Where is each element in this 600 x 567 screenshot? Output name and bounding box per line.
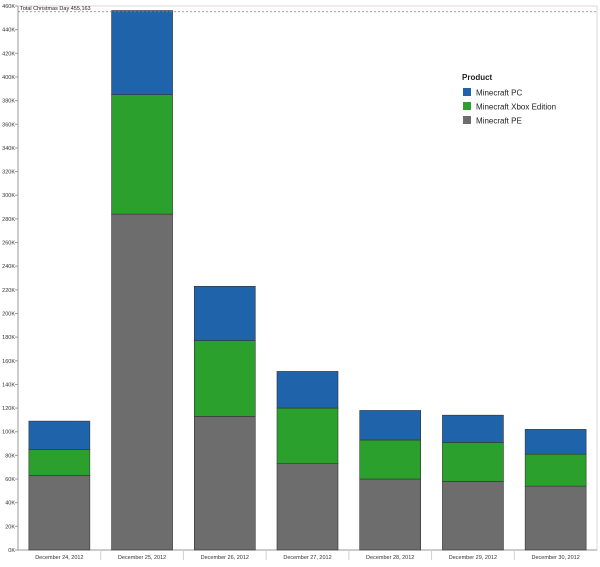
y-tick-label: 240K bbox=[2, 264, 15, 270]
reference-line-label: Total Christmas Day 455,163 bbox=[20, 6, 91, 12]
y-tick-label: 260K bbox=[2, 241, 15, 247]
bar-segment-minecraft-pc bbox=[359, 410, 422, 441]
y-tick-label: 80K bbox=[5, 453, 15, 459]
bar-segment-minecraft-xbox-edition bbox=[276, 407, 339, 464]
legend-label-minecraft-pc: Minecraft PC bbox=[476, 89, 522, 98]
y-tick-label: 280K bbox=[2, 217, 15, 223]
y-tick-label: 20K bbox=[5, 524, 15, 530]
y-tick-label: 120K bbox=[2, 406, 15, 412]
bar-segment-minecraft-pe bbox=[111, 213, 173, 551]
y-tick-label: 200K bbox=[2, 311, 15, 317]
y-tick-label: 100K bbox=[2, 430, 15, 436]
y-tick-label: 340K bbox=[2, 146, 15, 152]
y-tick-label: 300K bbox=[2, 193, 15, 199]
bar-segment-minecraft-xbox-edition bbox=[442, 442, 504, 482]
bar-segment-minecraft-xbox-edition bbox=[111, 94, 173, 215]
y-tick-label: 460K bbox=[2, 4, 15, 10]
bar-segment-minecraft-pe bbox=[193, 416, 256, 551]
legend-swatch-minecraft-xbox-edition bbox=[463, 102, 471, 110]
y-tick-label: 320K bbox=[2, 170, 15, 176]
bar-segment-minecraft-pc bbox=[28, 420, 91, 450]
y-tick-label: 360K bbox=[2, 122, 15, 128]
y-tick-label: 180K bbox=[2, 335, 15, 341]
bar-segment-minecraft-pc bbox=[276, 371, 339, 409]
legend-label-minecraft-xbox-edition: Minecraft Xbox Edition bbox=[476, 103, 556, 112]
legend-swatch-minecraft-pe bbox=[463, 116, 471, 124]
bar-segment-minecraft-pc bbox=[524, 429, 587, 455]
x-tick-label: December 29, 2012 bbox=[449, 555, 497, 561]
x-tick-label: December 30, 2012 bbox=[531, 555, 579, 561]
legend-label-minecraft-pe: Minecraft PE bbox=[476, 117, 522, 126]
x-tick-label: December 26, 2012 bbox=[201, 555, 249, 561]
x-tick-label: December 27, 2012 bbox=[283, 555, 331, 561]
bars-layer bbox=[28, 10, 587, 551]
x-tick-label: December 24, 2012 bbox=[35, 555, 83, 561]
bar-segment-minecraft-xbox-edition bbox=[193, 340, 256, 417]
x-tick-label: December 28, 2012 bbox=[366, 555, 414, 561]
y-tick-label: 140K bbox=[2, 382, 15, 388]
bar-segment-minecraft-pe bbox=[28, 475, 91, 551]
x-tick-label: December 25, 2012 bbox=[118, 555, 166, 561]
bar-segment-minecraft-pe bbox=[276, 463, 339, 551]
bar-segment-minecraft-pc bbox=[442, 414, 504, 443]
bar-segment-minecraft-pc bbox=[111, 10, 173, 95]
reference-line-layer: Total Christmas Day 455,163 bbox=[18, 6, 597, 12]
bar-segment-minecraft-xbox-edition bbox=[28, 449, 91, 476]
bar-segment-minecraft-pe bbox=[524, 485, 587, 551]
y-tick-label: 440K bbox=[2, 28, 15, 34]
y-tick-label: 400K bbox=[2, 75, 15, 81]
legend-title: Product bbox=[462, 73, 493, 82]
bar-segment-minecraft-pc bbox=[193, 285, 256, 341]
bar-segment-minecraft-xbox-edition bbox=[359, 439, 422, 480]
y-tick-label: 160K bbox=[2, 359, 15, 365]
y-tick-label: 40K bbox=[5, 501, 15, 507]
bar-segment-minecraft-pe bbox=[359, 478, 422, 551]
bar-segment-minecraft-pe bbox=[442, 481, 504, 551]
y-tick-label: 380K bbox=[2, 99, 15, 105]
y-tick-label: 220K bbox=[2, 288, 15, 294]
y-tick-label: 60K bbox=[5, 477, 15, 483]
legend-swatch-minecraft-pc bbox=[463, 88, 471, 96]
y-tick-label: 420K bbox=[2, 51, 15, 57]
legend: Product Minecraft PC Minecraft Xbox Editi… bbox=[462, 73, 556, 126]
bar-segment-minecraft-xbox-edition bbox=[524, 453, 587, 487]
y-tick-label: 0K bbox=[8, 548, 15, 554]
